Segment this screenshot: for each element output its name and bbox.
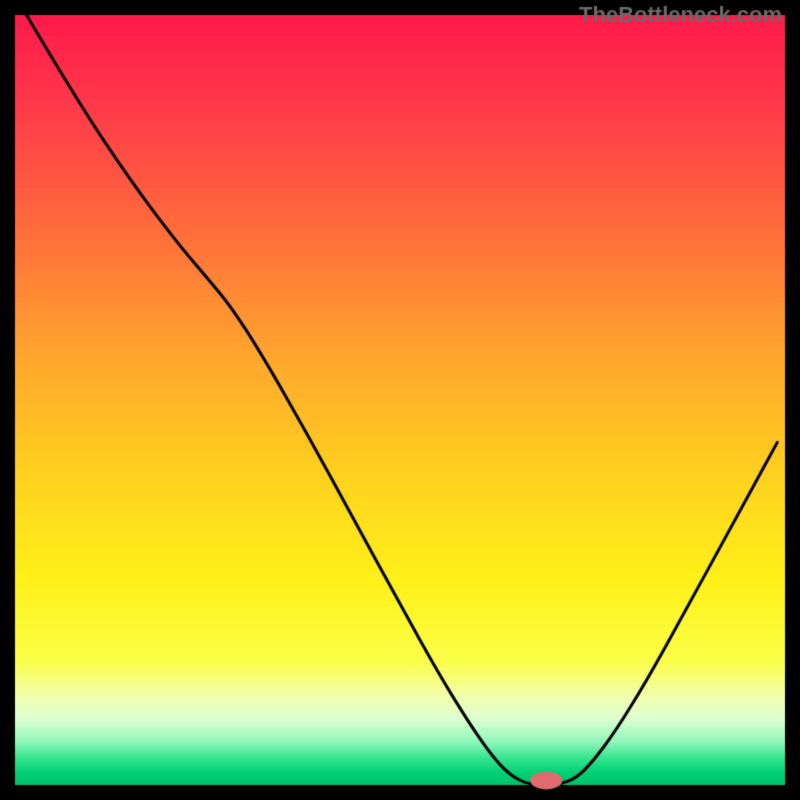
bottleneck-chart xyxy=(0,0,800,800)
